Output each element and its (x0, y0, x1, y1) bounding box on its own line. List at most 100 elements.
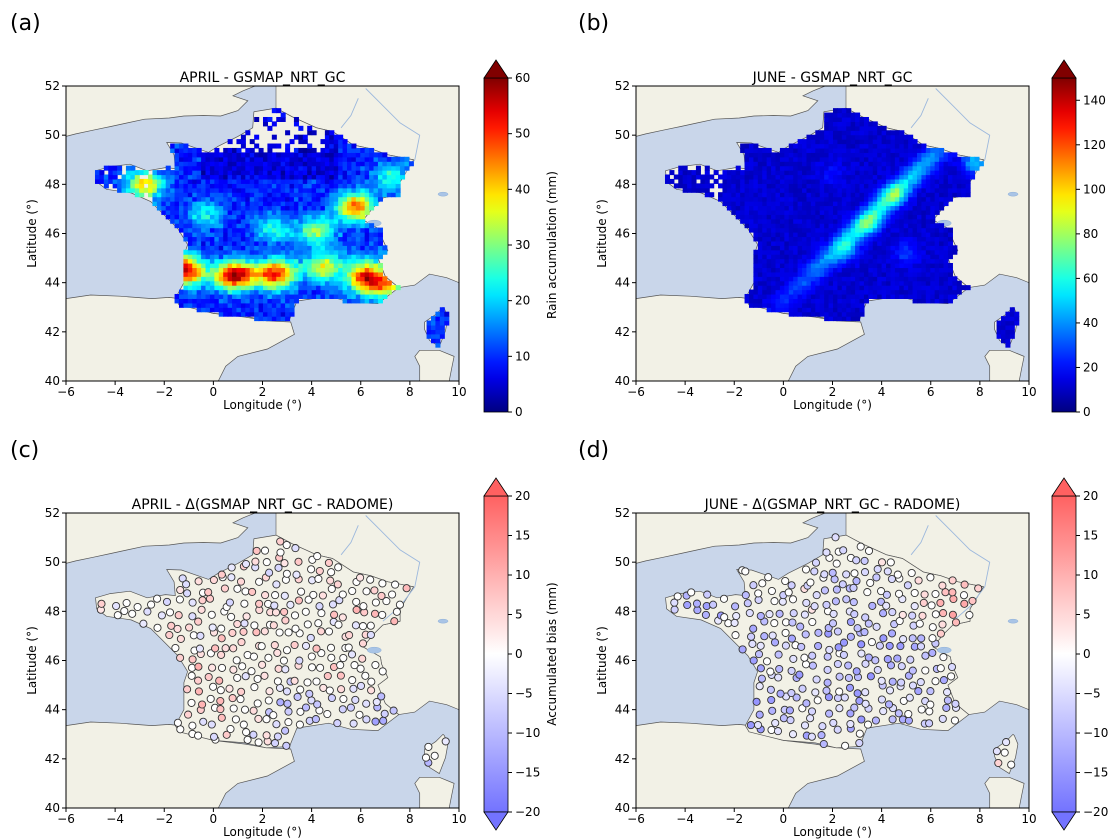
raster-cell (377, 196, 383, 202)
raster-cell (828, 192, 834, 198)
station-marker (788, 595, 798, 604)
raster-cell (377, 276, 383, 282)
raster-cell (289, 258, 295, 264)
raster-cell (311, 249, 317, 255)
raster-cell (841, 289, 847, 295)
raster-cell (307, 280, 313, 286)
raster-cell (771, 187, 777, 193)
raster-cell (810, 249, 816, 255)
raster-cell (329, 143, 335, 149)
station-marker (175, 595, 184, 604)
raster-cell (881, 285, 887, 291)
raster-cell (908, 196, 914, 202)
station-marker (673, 592, 682, 601)
raster-cell (810, 223, 816, 229)
raster-cell (223, 298, 229, 304)
raster-cell (324, 165, 330, 171)
station-marker (303, 678, 312, 687)
raster-cell (837, 125, 843, 131)
raster-cell (364, 223, 370, 229)
raster-cell (289, 152, 295, 158)
raster-cell (223, 271, 229, 277)
colorbar-tick-label: −5 (1083, 687, 1101, 701)
station-marker (800, 721, 810, 730)
raster-cell (757, 214, 763, 220)
raster-cell (850, 302, 856, 308)
raster-cell (187, 178, 193, 184)
panel-b: (b)JUNE - GSMAP_NRT_GC−6 −4 −2 0 2 4 6 8 1040424… (578, 11, 1106, 419)
raster-cell (903, 267, 909, 273)
raster-cell (338, 218, 344, 224)
station-marker (860, 568, 870, 577)
raster-cell (757, 245, 763, 251)
raster-cell (240, 174, 246, 180)
raster-cell (342, 174, 348, 180)
raster-cell (802, 302, 808, 308)
raster-cell (793, 298, 799, 304)
raster-cell (740, 201, 746, 207)
raster-cell (183, 302, 189, 308)
raster-cell (316, 263, 322, 269)
raster-cell (254, 165, 260, 171)
raster-cell (285, 245, 291, 251)
station-marker (797, 642, 806, 651)
raster-cell (793, 271, 799, 277)
raster-cell (877, 245, 883, 251)
station-marker (265, 568, 274, 577)
raster-cell (214, 156, 220, 162)
station-marker (317, 627, 326, 636)
raster-cell (850, 209, 856, 215)
raster-cell (205, 227, 211, 233)
raster-cell (201, 196, 207, 202)
raster-cell (285, 254, 291, 260)
raster-cell (333, 147, 339, 153)
raster-cell (170, 178, 176, 184)
raster-cell (890, 236, 896, 242)
raster-cell (894, 267, 900, 273)
raster-cell (320, 214, 326, 220)
raster-cell (810, 201, 816, 207)
raster-cell (863, 298, 869, 304)
raster-cell (236, 245, 242, 251)
raster-cell (947, 192, 953, 198)
raster-cell (187, 258, 193, 264)
raster-cell (262, 187, 269, 193)
raster-cell (307, 227, 313, 233)
colorbar-tick-label: −20 (515, 805, 540, 819)
raster-cell (859, 165, 865, 171)
raster-cell (832, 214, 839, 220)
raster-cell (293, 183, 299, 189)
raster-cell (271, 227, 277, 233)
raster-cell (223, 232, 229, 238)
raster-cell (391, 187, 397, 193)
raster-cell (280, 156, 286, 162)
raster-cell (850, 152, 856, 158)
raster-cell (192, 271, 198, 277)
raster-cell (227, 263, 233, 269)
raster-cell (855, 276, 861, 282)
raster-cell (369, 174, 375, 180)
raster-cell (333, 178, 339, 184)
raster-cell (916, 232, 923, 238)
raster-cell (254, 263, 260, 269)
raster-cell (271, 258, 277, 264)
raster-cell (373, 276, 379, 282)
raster-cell (386, 289, 392, 295)
raster-cell (161, 201, 167, 207)
raster-cell (788, 267, 794, 273)
raster-cell (709, 183, 715, 189)
station-marker (754, 650, 764, 659)
raster-cell (894, 232, 900, 238)
raster-cell (824, 311, 830, 317)
raster-cell (824, 143, 830, 149)
raster-cell (236, 311, 242, 317)
raster-cell (890, 174, 896, 180)
raster-cell (753, 201, 759, 207)
raster-cell (196, 178, 202, 184)
raster-cell (894, 183, 900, 189)
raster-cell (855, 174, 861, 180)
raster-cell (837, 170, 843, 176)
raster-cell (293, 152, 299, 158)
raster-cell (152, 183, 158, 189)
raster-cell (377, 232, 383, 238)
